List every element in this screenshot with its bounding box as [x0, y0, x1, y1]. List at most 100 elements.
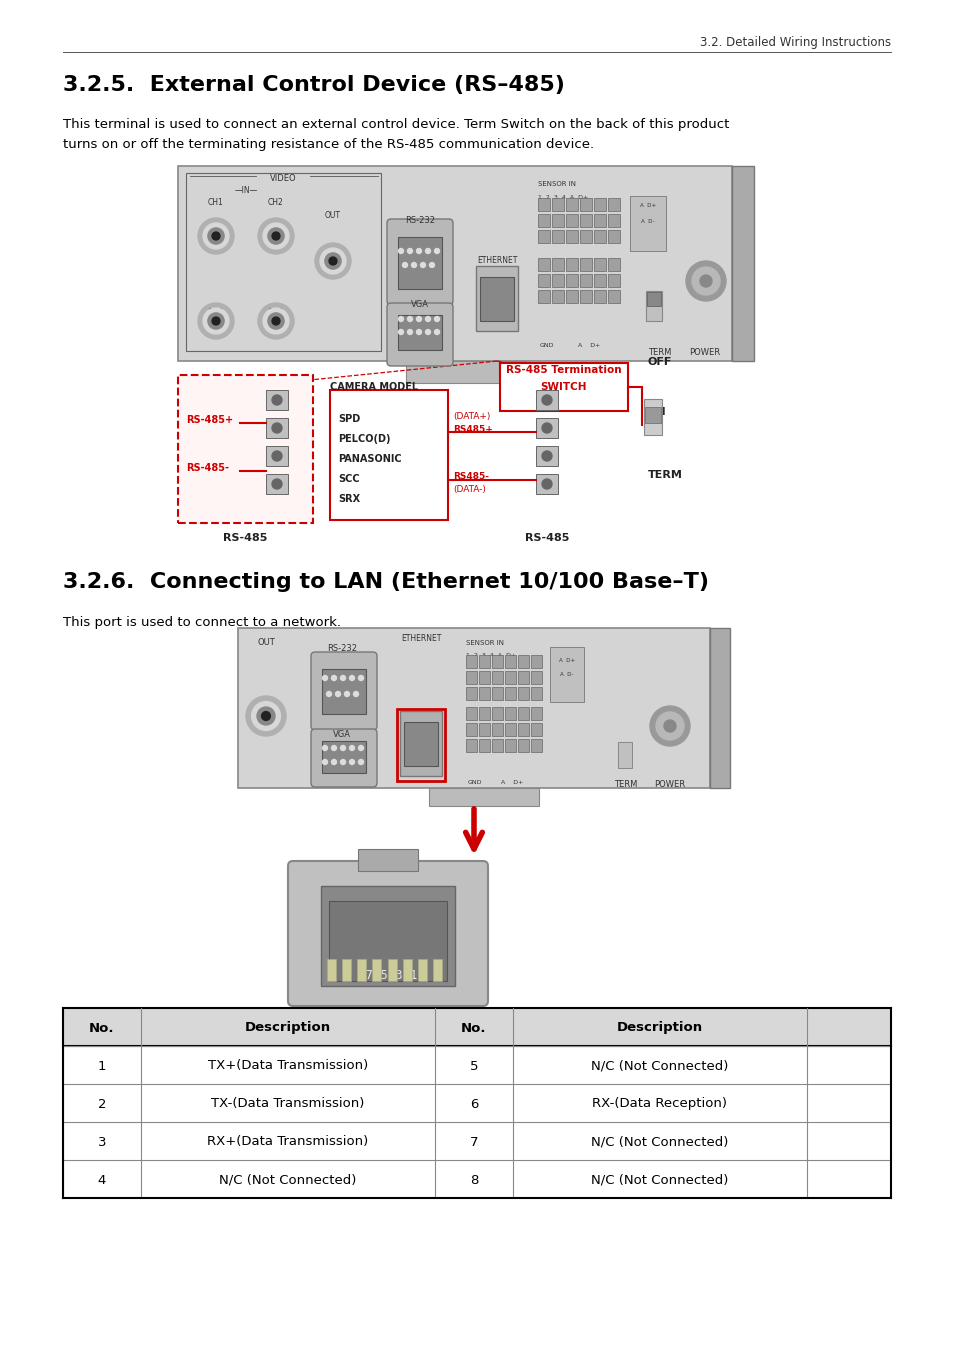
Text: OUT: OUT: [257, 639, 274, 647]
Bar: [579, 290, 592, 302]
Circle shape: [331, 760, 336, 764]
Bar: [397, 315, 441, 350]
Circle shape: [252, 702, 280, 730]
Circle shape: [349, 675, 355, 680]
Bar: [341, 958, 351, 981]
Text: turns on or off the terminating resistance of the RS-485 communication device.: turns on or off the terminating resistan…: [63, 138, 594, 151]
Circle shape: [425, 329, 430, 335]
Bar: [465, 724, 476, 736]
Circle shape: [340, 745, 345, 751]
Bar: [607, 290, 619, 302]
Circle shape: [354, 691, 358, 697]
Bar: [536, 474, 558, 494]
Bar: [565, 258, 578, 271]
Bar: [531, 707, 541, 720]
Bar: [504, 655, 516, 668]
Text: 7: 7: [469, 1135, 477, 1149]
Bar: [517, 655, 529, 668]
Bar: [478, 671, 490, 684]
Bar: [504, 738, 516, 752]
Bar: [579, 198, 592, 211]
Circle shape: [340, 760, 345, 764]
Bar: [618, 743, 631, 768]
Bar: [594, 230, 605, 243]
Bar: [478, 687, 490, 701]
Bar: [731, 166, 753, 360]
Circle shape: [322, 675, 327, 680]
Text: 1  2  3  4  A  D+: 1 2 3 4 A D+: [465, 653, 516, 657]
Circle shape: [656, 711, 683, 740]
Text: TERM: TERM: [647, 470, 682, 481]
Bar: [517, 724, 529, 736]
Circle shape: [344, 691, 349, 697]
Bar: [536, 390, 558, 410]
Bar: [531, 687, 541, 701]
Text: N/C (Not Connected): N/C (Not Connected): [591, 1060, 728, 1072]
Circle shape: [407, 248, 412, 254]
Circle shape: [212, 317, 220, 325]
Circle shape: [208, 313, 224, 329]
Bar: [531, 724, 541, 736]
Circle shape: [203, 223, 229, 248]
Text: Description: Description: [617, 1022, 702, 1034]
Text: ON: ON: [647, 406, 666, 417]
Bar: [465, 707, 476, 720]
Text: N/C (Not Connected): N/C (Not Connected): [591, 1135, 728, 1149]
Bar: [478, 707, 490, 720]
Bar: [320, 886, 455, 986]
Bar: [552, 215, 563, 227]
Text: RS-485: RS-485: [223, 533, 267, 543]
Text: TERM: TERM: [614, 780, 637, 788]
Text: RS-232: RS-232: [327, 644, 356, 653]
Text: VIDEO: VIDEO: [270, 174, 296, 184]
Circle shape: [246, 697, 286, 736]
Bar: [607, 274, 619, 288]
Text: A    D+: A D+: [578, 343, 599, 348]
Bar: [536, 418, 558, 437]
Bar: [356, 958, 366, 981]
Text: 2: 2: [97, 1098, 106, 1111]
Bar: [465, 687, 476, 701]
FancyBboxPatch shape: [387, 219, 453, 305]
Bar: [531, 738, 541, 752]
Bar: [644, 406, 660, 423]
Circle shape: [256, 707, 274, 725]
Circle shape: [434, 316, 439, 321]
Circle shape: [398, 329, 403, 335]
Bar: [479, 277, 514, 321]
Bar: [327, 958, 335, 981]
Circle shape: [398, 316, 403, 321]
Bar: [504, 707, 516, 720]
Circle shape: [314, 243, 351, 279]
Text: RS-485 Termination: RS-485 Termination: [506, 364, 621, 375]
Text: OFF: OFF: [647, 356, 672, 367]
Circle shape: [407, 316, 412, 321]
Text: RS485+: RS485+: [453, 425, 493, 433]
Bar: [552, 258, 563, 271]
Bar: [433, 958, 441, 981]
Bar: [531, 655, 541, 668]
Circle shape: [263, 308, 289, 333]
Circle shape: [358, 675, 363, 680]
FancyBboxPatch shape: [387, 302, 453, 366]
Bar: [63, 1008, 890, 1046]
Circle shape: [272, 317, 279, 325]
Circle shape: [649, 706, 689, 747]
Circle shape: [272, 423, 282, 433]
Text: A  D+: A D+: [639, 202, 656, 208]
Text: CH1: CH1: [208, 198, 224, 207]
Bar: [607, 230, 619, 243]
Circle shape: [411, 262, 416, 267]
Bar: [517, 687, 529, 701]
Text: VGA: VGA: [333, 730, 351, 738]
Bar: [579, 274, 592, 288]
Bar: [537, 290, 550, 302]
Circle shape: [541, 423, 552, 433]
Circle shape: [407, 329, 412, 335]
Text: SRX: SRX: [337, 494, 359, 504]
Bar: [504, 724, 516, 736]
Bar: [594, 290, 605, 302]
Bar: [406, 360, 525, 383]
Bar: [178, 166, 731, 360]
Bar: [266, 390, 288, 410]
